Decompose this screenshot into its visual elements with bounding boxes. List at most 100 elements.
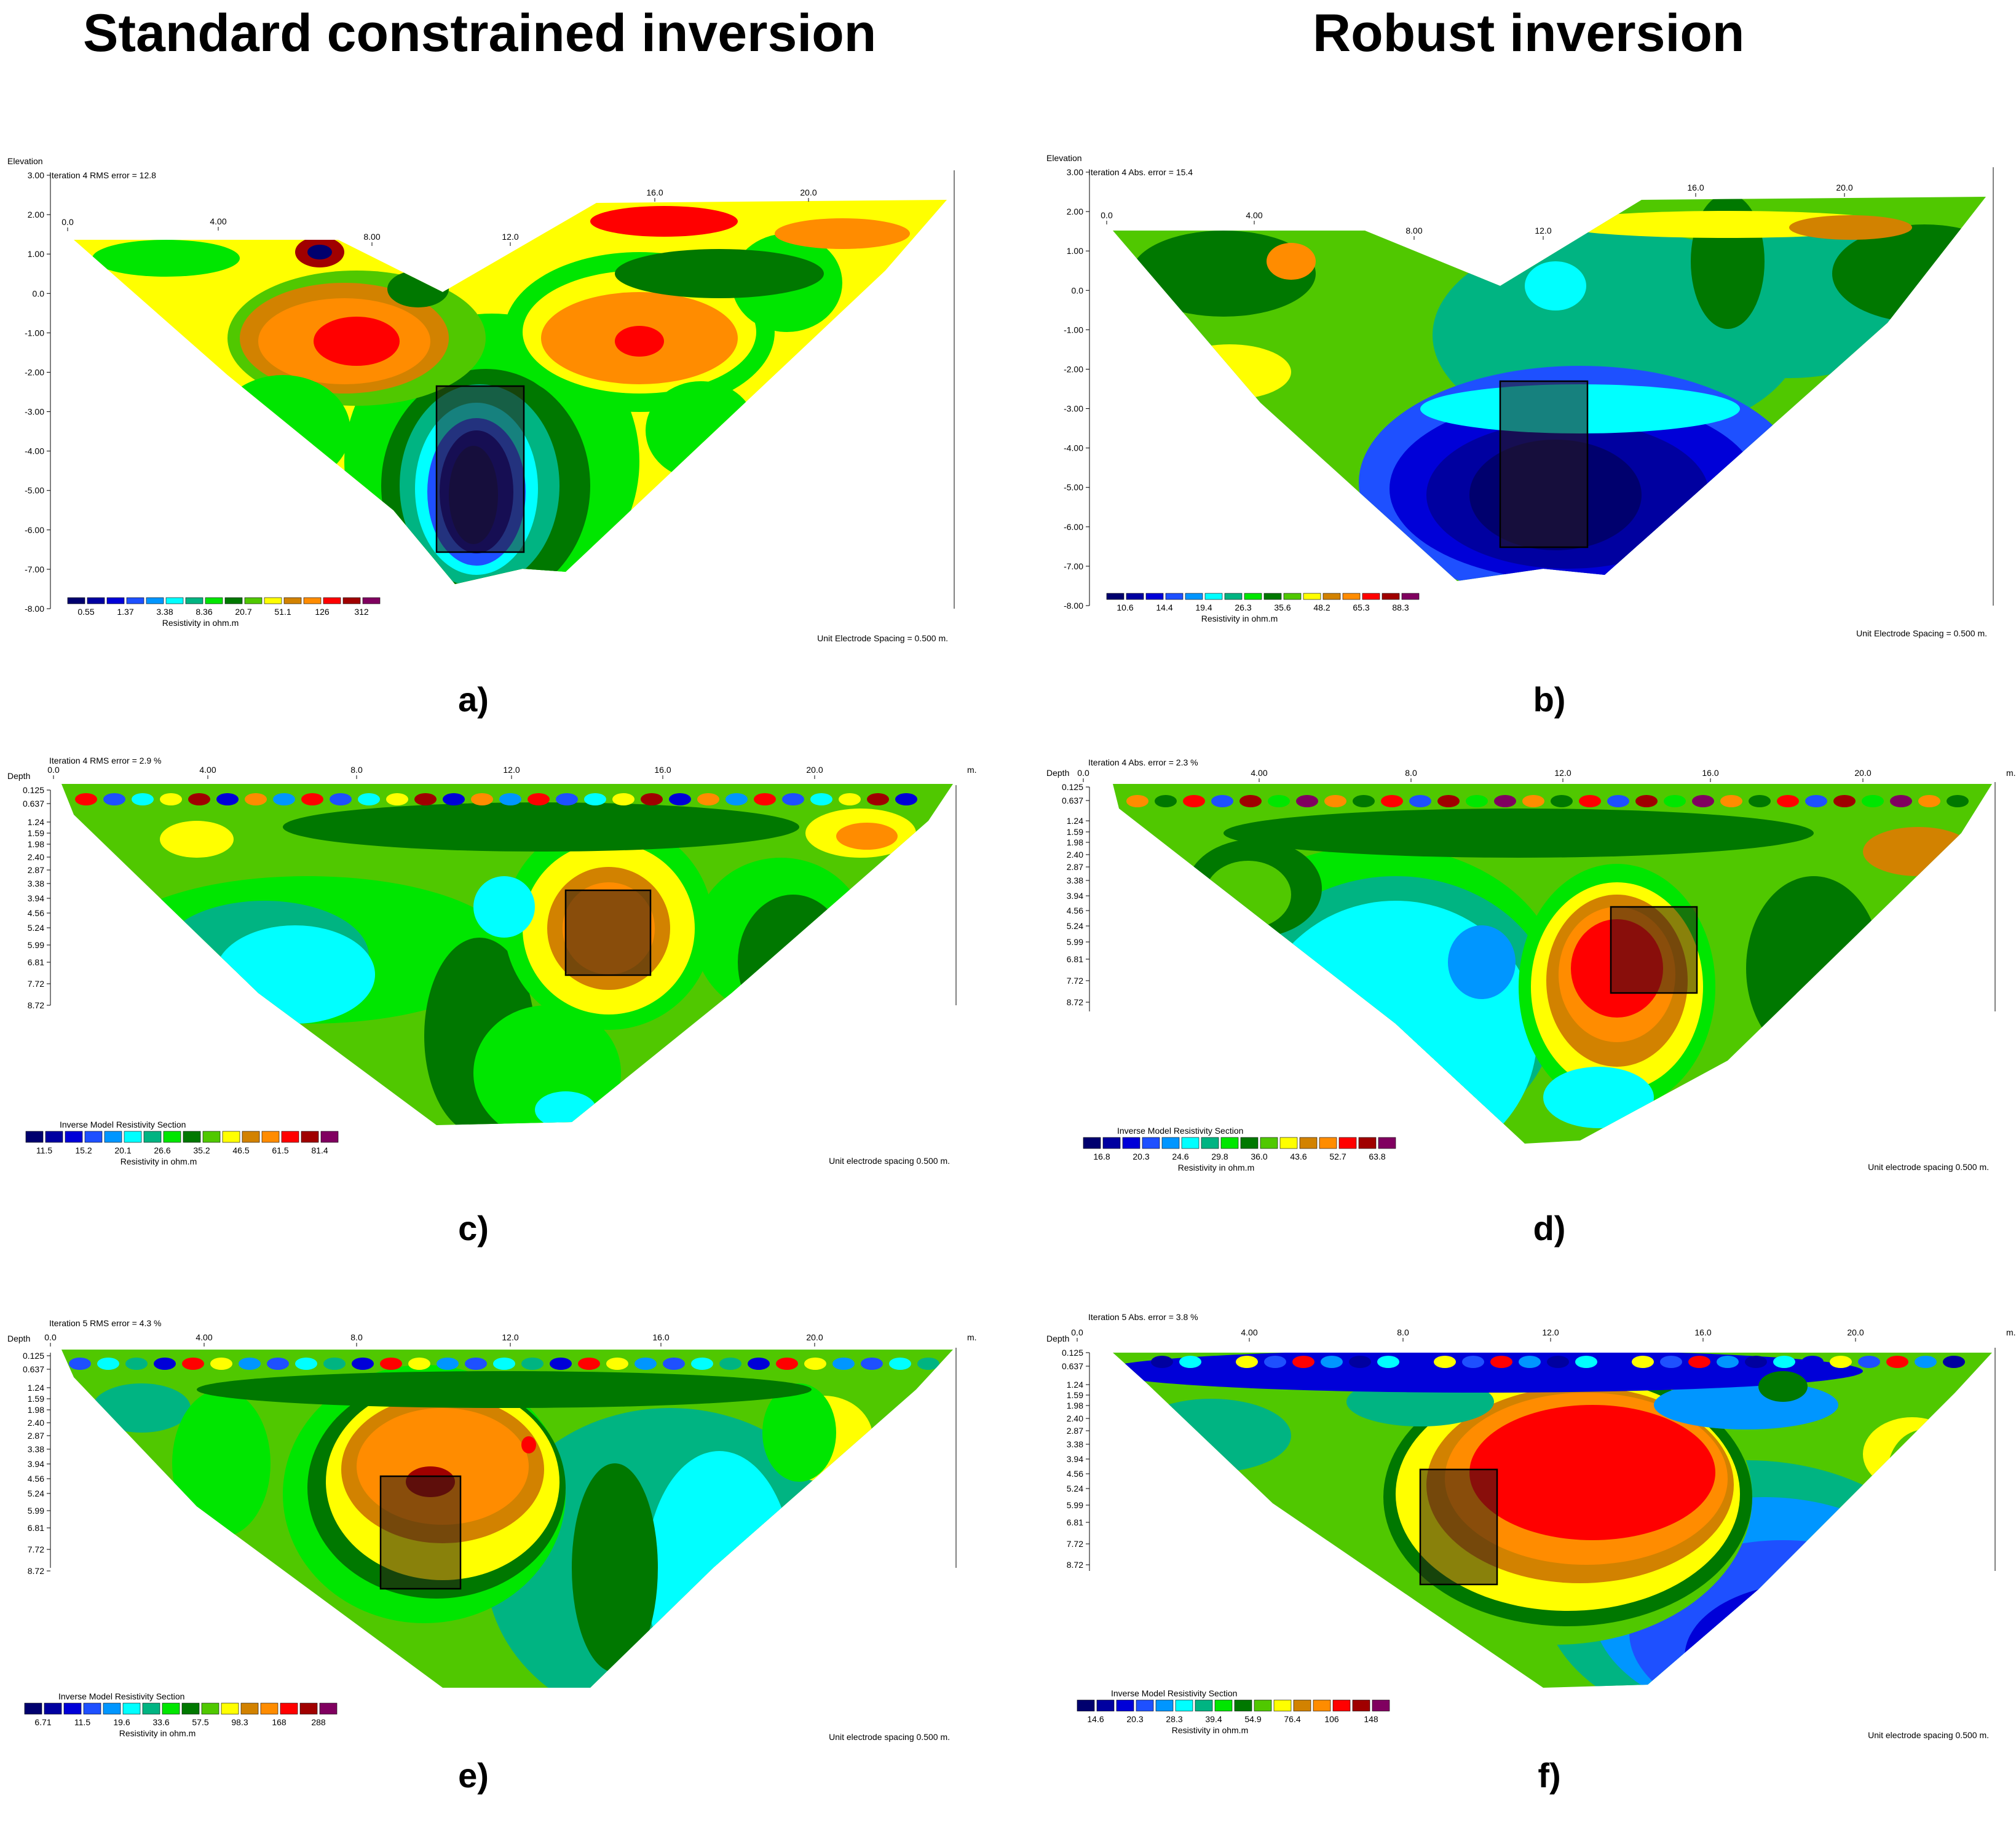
legend-value: 168 — [272, 1717, 287, 1727]
surface-blob — [1522, 795, 1544, 807]
left-tick-label: 1.59 — [28, 1394, 44, 1404]
zone-cyan — [215, 925, 375, 1024]
caption-f: f) — [1538, 1756, 1561, 1795]
legend-swatch — [261, 1131, 280, 1143]
zone-lblue — [1448, 925, 1516, 999]
legend-swatch — [122, 1702, 141, 1715]
left-tick-label: 1.00 — [28, 249, 44, 259]
zone-orange — [836, 823, 898, 850]
legend-swatch — [1283, 593, 1302, 600]
section-plot-f: Depth Iteration 5 Abs. error = 3.8 % 0.125… — [1046, 1312, 2016, 1740]
legend-value: 20.3 — [1126, 1714, 1143, 1724]
legend-swatch — [1401, 593, 1420, 600]
left-tick-label: 2.87 — [1067, 1426, 1083, 1436]
surface-blob — [1434, 1356, 1456, 1368]
surface-blob — [1579, 795, 1601, 807]
distance-tick-label: 0.0 — [61, 217, 74, 227]
left-tick-label: 3.38 — [28, 879, 44, 888]
legend-value: 33.6 — [152, 1717, 169, 1727]
zone-blue — [1894, 962, 1943, 1011]
legend-swatch — [1244, 593, 1262, 600]
surface-blob — [1239, 795, 1262, 807]
legend-title: Resistivity in ohm.m — [162, 618, 239, 628]
legend-swatch — [1319, 1137, 1337, 1149]
left-tick-label: 2.40 — [1067, 1414, 1083, 1423]
left-tick-label: 1.98 — [28, 1405, 44, 1415]
surface-blob — [521, 1358, 544, 1370]
legend-swatch — [65, 1131, 83, 1143]
legend-swatch — [323, 597, 341, 604]
legend-swatch — [104, 1131, 122, 1143]
color-legend: Inverse Model Resistivity Section 16.8 20.… — [1083, 1126, 1396, 1172]
legend-swatch — [205, 597, 223, 604]
legend-swatch — [1342, 593, 1361, 600]
left-tick-label: 6.81 — [1067, 1517, 1083, 1527]
legend-swatch — [264, 597, 282, 604]
legend-swatch — [1293, 1699, 1311, 1712]
zone-green — [92, 240, 240, 277]
surface-blob — [1607, 795, 1629, 807]
left-tick-label: 2.40 — [28, 1418, 44, 1428]
surface-blob — [1324, 795, 1346, 807]
legend-swatch — [1096, 1699, 1115, 1712]
left-tick-label: 1.00 — [1067, 246, 1083, 256]
distance-tick-label: 8.0 — [1405, 768, 1417, 778]
distance-tick-label: 20.0 — [1836, 183, 1852, 192]
panel-a: Elevation Iteration 4 RMS error = 12.8 3.0… — [7, 141, 971, 652]
distance-tick-label: 20.0 — [1847, 1327, 1864, 1337]
legend-swatch — [319, 1702, 338, 1715]
surface-blob — [1688, 1356, 1710, 1368]
legend-value: 312 — [354, 607, 369, 617]
surface-blob — [1773, 1356, 1795, 1368]
left-tick-label: 0.125 — [23, 1351, 44, 1361]
surface-blob — [1236, 1356, 1258, 1368]
legend-swatch — [280, 1702, 298, 1715]
surface-blob — [895, 793, 917, 805]
distance-tick-label: 16.0 — [1694, 1327, 1711, 1337]
zone-brown — [1863, 827, 1974, 876]
surface-blob — [437, 1358, 459, 1370]
section-title: Inverse Model Resistivity Section — [1111, 1688, 1237, 1698]
surface-blob — [889, 1358, 911, 1370]
surface-blob — [1349, 1356, 1371, 1368]
spacing-text: Unit electrode spacing 0.500 m. — [1868, 1162, 1989, 1172]
left-tick-label: -4.00 — [25, 446, 44, 456]
surface-blob — [97, 1358, 119, 1370]
legend-swatch — [1145, 593, 1164, 600]
surface-blob — [358, 793, 380, 805]
legend-swatch — [242, 1131, 260, 1143]
surface-blob — [1126, 795, 1148, 807]
left-tick-label: 1.98 — [1067, 837, 1083, 847]
surface-blob — [669, 793, 691, 805]
left-tick-label: 3.94 — [28, 893, 44, 903]
surface-blob — [1632, 1356, 1654, 1368]
legend-value: 24.6 — [1172, 1152, 1188, 1161]
zone-green — [646, 381, 756, 480]
surface-blob — [1947, 795, 1969, 807]
surface-blob — [1547, 1356, 1569, 1368]
legend-swatch — [1260, 1137, 1278, 1149]
surface-blob — [239, 1358, 261, 1370]
panel-c: Depth Iteration 4 RMS error = 2.9 % 0.125 0… — [7, 747, 977, 1257]
legend-value: 76.4 — [1284, 1714, 1300, 1724]
surface-blob — [719, 1358, 741, 1370]
legend-value: 106 — [1324, 1714, 1339, 1724]
section-plot-a: Elevation Iteration 4 RMS error = 12.8 3.0… — [7, 156, 955, 643]
left-tick-label: -7.00 — [1064, 561, 1083, 571]
legend-value: 63.8 — [1369, 1152, 1385, 1161]
left-tick-label: 5.24 — [28, 1489, 44, 1498]
surface-blob — [1519, 1356, 1541, 1368]
distance-tick-label: 12.0 — [1542, 1327, 1559, 1337]
surface-blob — [188, 793, 210, 805]
surface-blob — [75, 793, 97, 805]
legend-value: 10.6 — [1117, 603, 1133, 612]
distance-tick-label: 4.00 — [210, 216, 226, 226]
surface-blob — [1664, 795, 1686, 807]
zone-red — [1469, 1405, 1715, 1540]
legend-value: 11.5 — [36, 1145, 52, 1155]
column-title-standard: Standard constrained inversion — [83, 4, 877, 63]
legend-swatch — [103, 1702, 121, 1715]
surface-blob — [1292, 1356, 1314, 1368]
left-tick-label: 5.99 — [28, 940, 44, 950]
legend-swatch — [143, 1131, 162, 1143]
